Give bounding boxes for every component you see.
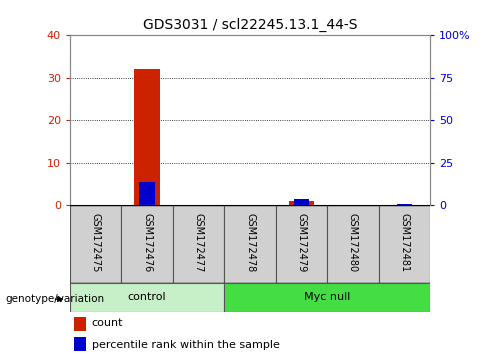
Bar [70, 283, 224, 312]
Text: count: count [92, 318, 123, 329]
Text: Myc null: Myc null [304, 292, 350, 302]
Text: GSM172480: GSM172480 [348, 213, 358, 272]
Text: genotype/variation: genotype/variation [5, 294, 104, 304]
Text: percentile rank within the sample: percentile rank within the sample [92, 339, 280, 350]
Text: GSM172476: GSM172476 [142, 213, 152, 272]
Text: GSM172478: GSM172478 [245, 213, 255, 272]
Bar [276, 205, 327, 283]
Text: GSM172475: GSM172475 [90, 213, 101, 272]
Bar [288, 201, 314, 205]
Bar [396, 204, 412, 205]
Bar [134, 69, 160, 205]
Text: GSM172481: GSM172481 [400, 213, 409, 272]
Text: control: control [128, 292, 166, 302]
Bar [173, 205, 225, 283]
Text: GSM172477: GSM172477 [194, 213, 203, 272]
Bar [70, 205, 122, 283]
Bar [327, 205, 378, 283]
Bar [140, 182, 155, 205]
Bar [224, 283, 430, 312]
Bar [74, 337, 86, 350]
Bar [74, 317, 86, 331]
Bar [378, 205, 430, 283]
Bar [224, 205, 276, 283]
Bar [294, 199, 309, 205]
Title: GDS3031 / scl22245.13.1_44-S: GDS3031 / scl22245.13.1_44-S [143, 17, 357, 32]
Text: GSM172479: GSM172479 [296, 213, 306, 272]
Bar [122, 205, 173, 283]
